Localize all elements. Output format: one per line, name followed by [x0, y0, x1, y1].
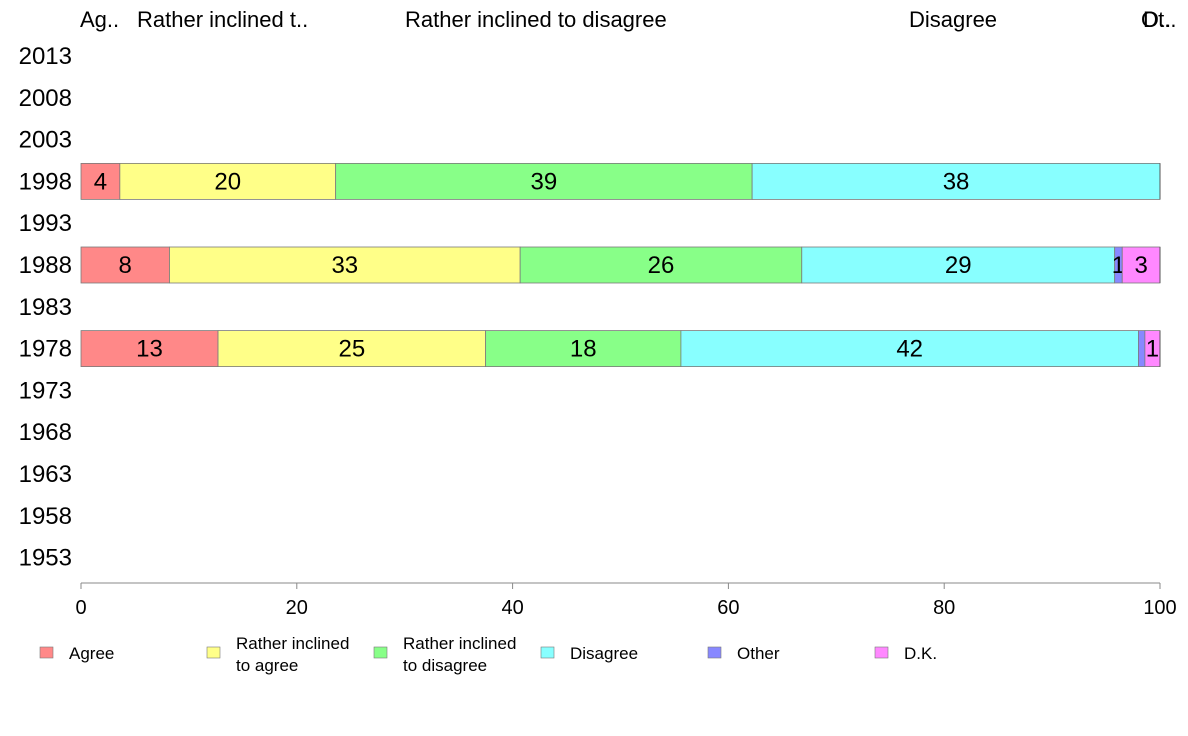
bar-1988-d-k	[1121, 246, 1161, 284]
data-label-1998-rather-inclined-to-agree: 20	[214, 168, 241, 195]
bar-1978-rather-inclined-to-agree	[217, 330, 487, 368]
legend-swatch	[373, 646, 388, 659]
legend-label: Other	[737, 644, 780, 663]
column-header-5: D..	[1143, 7, 1171, 32]
legend-item-disagree: Disagree	[540, 644, 638, 663]
data-label-1978-d-k: 1	[1146, 336, 1159, 363]
x-tick-80: 80	[933, 597, 955, 619]
legend-swatch	[540, 646, 555, 659]
bars: 4 20 39 388 33 26 29 1 313 25 18 42 1	[80, 162, 1161, 368]
bar-row-1978: 13 25 18 42 1	[80, 330, 1161, 368]
legend-swatch	[39, 646, 54, 659]
column-header-2: Rather inclined to disagree	[405, 7, 667, 32]
legend-item-other: Other	[707, 644, 780, 663]
data-label-1988-disagree: 29	[945, 252, 972, 279]
legend-item-agree: Agree	[39, 644, 114, 663]
data-label-1978-rather-inclined-to-disagree: 18	[570, 336, 597, 363]
y-tick-1953: 1953	[19, 545, 72, 572]
column-headers: Ag.. Rather inclined t.. Rather inclined t…	[80, 7, 1176, 32]
legend-swatch	[206, 646, 221, 659]
data-label-1988-d-k: 3	[1134, 252, 1147, 279]
legend-label-line-1: to agree	[236, 656, 298, 675]
column-header-3: Disagree	[909, 7, 997, 32]
x-tick-60: 60	[717, 597, 739, 619]
legend-swatch	[707, 646, 722, 659]
bar-row-1988: 8 33 26 29 1 3	[80, 246, 1161, 284]
y-tick-1958: 1958	[19, 503, 72, 530]
y-tick-1988: 1988	[19, 252, 72, 279]
y-axis-tick-labels: 2013 2008 2003 1998 1993 1988 1983 1978 1973 1968…	[19, 43, 72, 572]
legend-label-line-0: Rather inclined	[236, 634, 349, 653]
y-tick-1983: 1983	[19, 294, 72, 321]
bar-1978-other	[1138, 330, 1146, 368]
y-tick-1993: 1993	[19, 210, 72, 237]
legend-label: Disagree	[570, 644, 638, 663]
legend-label: Agree	[69, 644, 114, 663]
column-header-1: Rather inclined t..	[137, 7, 308, 32]
bar-1978-agree	[80, 330, 219, 368]
legend-label: D.K.	[904, 644, 937, 663]
data-label-1988-rather-inclined-to-disagree: 26	[648, 252, 675, 279]
data-label-1998-rather-inclined-to-disagree: 39	[531, 168, 558, 195]
data-label-1998-disagree: 38	[943, 168, 970, 195]
bar-1998-rather-inclined-to-agree	[119, 162, 337, 200]
bar-1978-disagree	[680, 330, 1139, 368]
data-label-1988-rather-inclined-to-agree: 33	[331, 252, 358, 279]
data-label-1978-agree: 13	[136, 336, 163, 363]
legend-label-line-0: Rather inclined	[403, 634, 516, 653]
legend-item-rather-inclined-to-agree: Rather inclined to agree	[206, 634, 349, 675]
x-tick-40: 40	[501, 597, 523, 619]
y-tick-2008: 2008	[19, 85, 72, 112]
y-tick-1998: 1998	[19, 168, 72, 195]
legend-swatch	[874, 646, 889, 659]
y-tick-1963: 1963	[19, 461, 72, 488]
legend-item-d-k: D.K.	[874, 644, 937, 663]
x-tick-20: 20	[286, 597, 308, 619]
data-label-1978-disagree: 42	[896, 336, 923, 363]
y-tick-1978: 1978	[19, 336, 72, 363]
y-tick-2003: 2003	[19, 127, 72, 154]
data-label-1988-agree: 8	[119, 252, 132, 279]
x-tick-0: 0	[75, 597, 86, 619]
bar-row-1998: 4 20 39 38	[80, 162, 1161, 200]
x-axis: 0 20 40 60 80 100	[75, 582, 1177, 619]
bar-1988-rather-inclined-to-agree	[169, 246, 521, 284]
y-tick-2013: 2013	[19, 43, 72, 70]
bar-1988-agree	[80, 246, 170, 284]
bar-1998-agree	[80, 162, 121, 200]
legend-item-rather-inclined-to-disagree: Rather inclined to disagree	[373, 634, 516, 675]
bar-1978-rather-inclined-to-disagree	[485, 330, 682, 368]
data-label-1998-agree: 4	[94, 168, 107, 195]
legend-label-line-1: to disagree	[403, 656, 487, 675]
data-label-1988-other: 1	[1112, 252, 1125, 279]
data-label-1978-rather-inclined-to-agree: 25	[338, 336, 365, 363]
bar-1998-disagree	[751, 162, 1161, 200]
column-header-4: Ot..	[1141, 7, 1176, 32]
x-tick-100: 100	[1143, 597, 1176, 619]
y-tick-1968: 1968	[19, 419, 72, 446]
bar-1998-rather-inclined-to-disagree	[335, 162, 753, 200]
y-tick-1973: 1973	[19, 377, 72, 404]
column-header-0: Ag..	[80, 7, 119, 32]
